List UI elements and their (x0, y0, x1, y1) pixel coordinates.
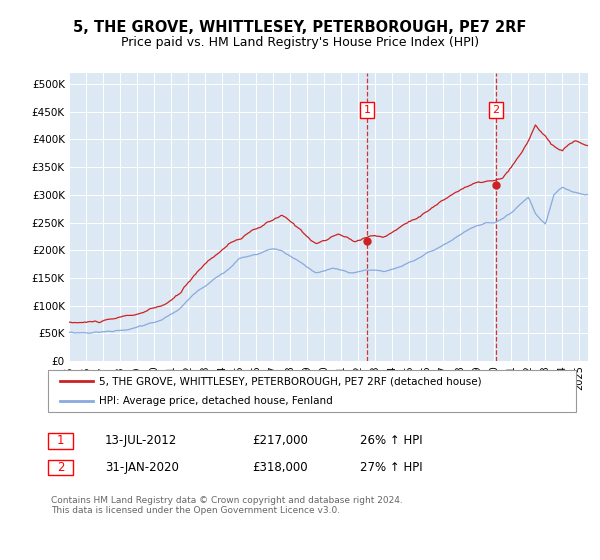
Text: 31-JAN-2020: 31-JAN-2020 (105, 461, 179, 474)
Text: 1: 1 (364, 105, 371, 115)
Text: 26% ↑ HPI: 26% ↑ HPI (360, 434, 422, 447)
Text: 13-JUL-2012: 13-JUL-2012 (105, 434, 177, 447)
Text: 2: 2 (57, 461, 64, 474)
Text: 2: 2 (492, 105, 499, 115)
Text: HPI: Average price, detached house, Fenland: HPI: Average price, detached house, Fenl… (99, 396, 333, 405)
Text: £318,000: £318,000 (252, 461, 308, 474)
Text: 1: 1 (57, 434, 64, 447)
Text: £217,000: £217,000 (252, 434, 308, 447)
Text: 5, THE GROVE, WHITTLESEY, PETERBOROUGH, PE7 2RF (detached house): 5, THE GROVE, WHITTLESEY, PETERBOROUGH, … (99, 376, 482, 386)
Text: Contains HM Land Registry data © Crown copyright and database right 2024.
This d: Contains HM Land Registry data © Crown c… (51, 496, 403, 515)
Text: 5, THE GROVE, WHITTLESEY, PETERBOROUGH, PE7 2RF: 5, THE GROVE, WHITTLESEY, PETERBOROUGH, … (73, 20, 527, 35)
Text: 27% ↑ HPI: 27% ↑ HPI (360, 461, 422, 474)
Text: Price paid vs. HM Land Registry's House Price Index (HPI): Price paid vs. HM Land Registry's House … (121, 36, 479, 49)
